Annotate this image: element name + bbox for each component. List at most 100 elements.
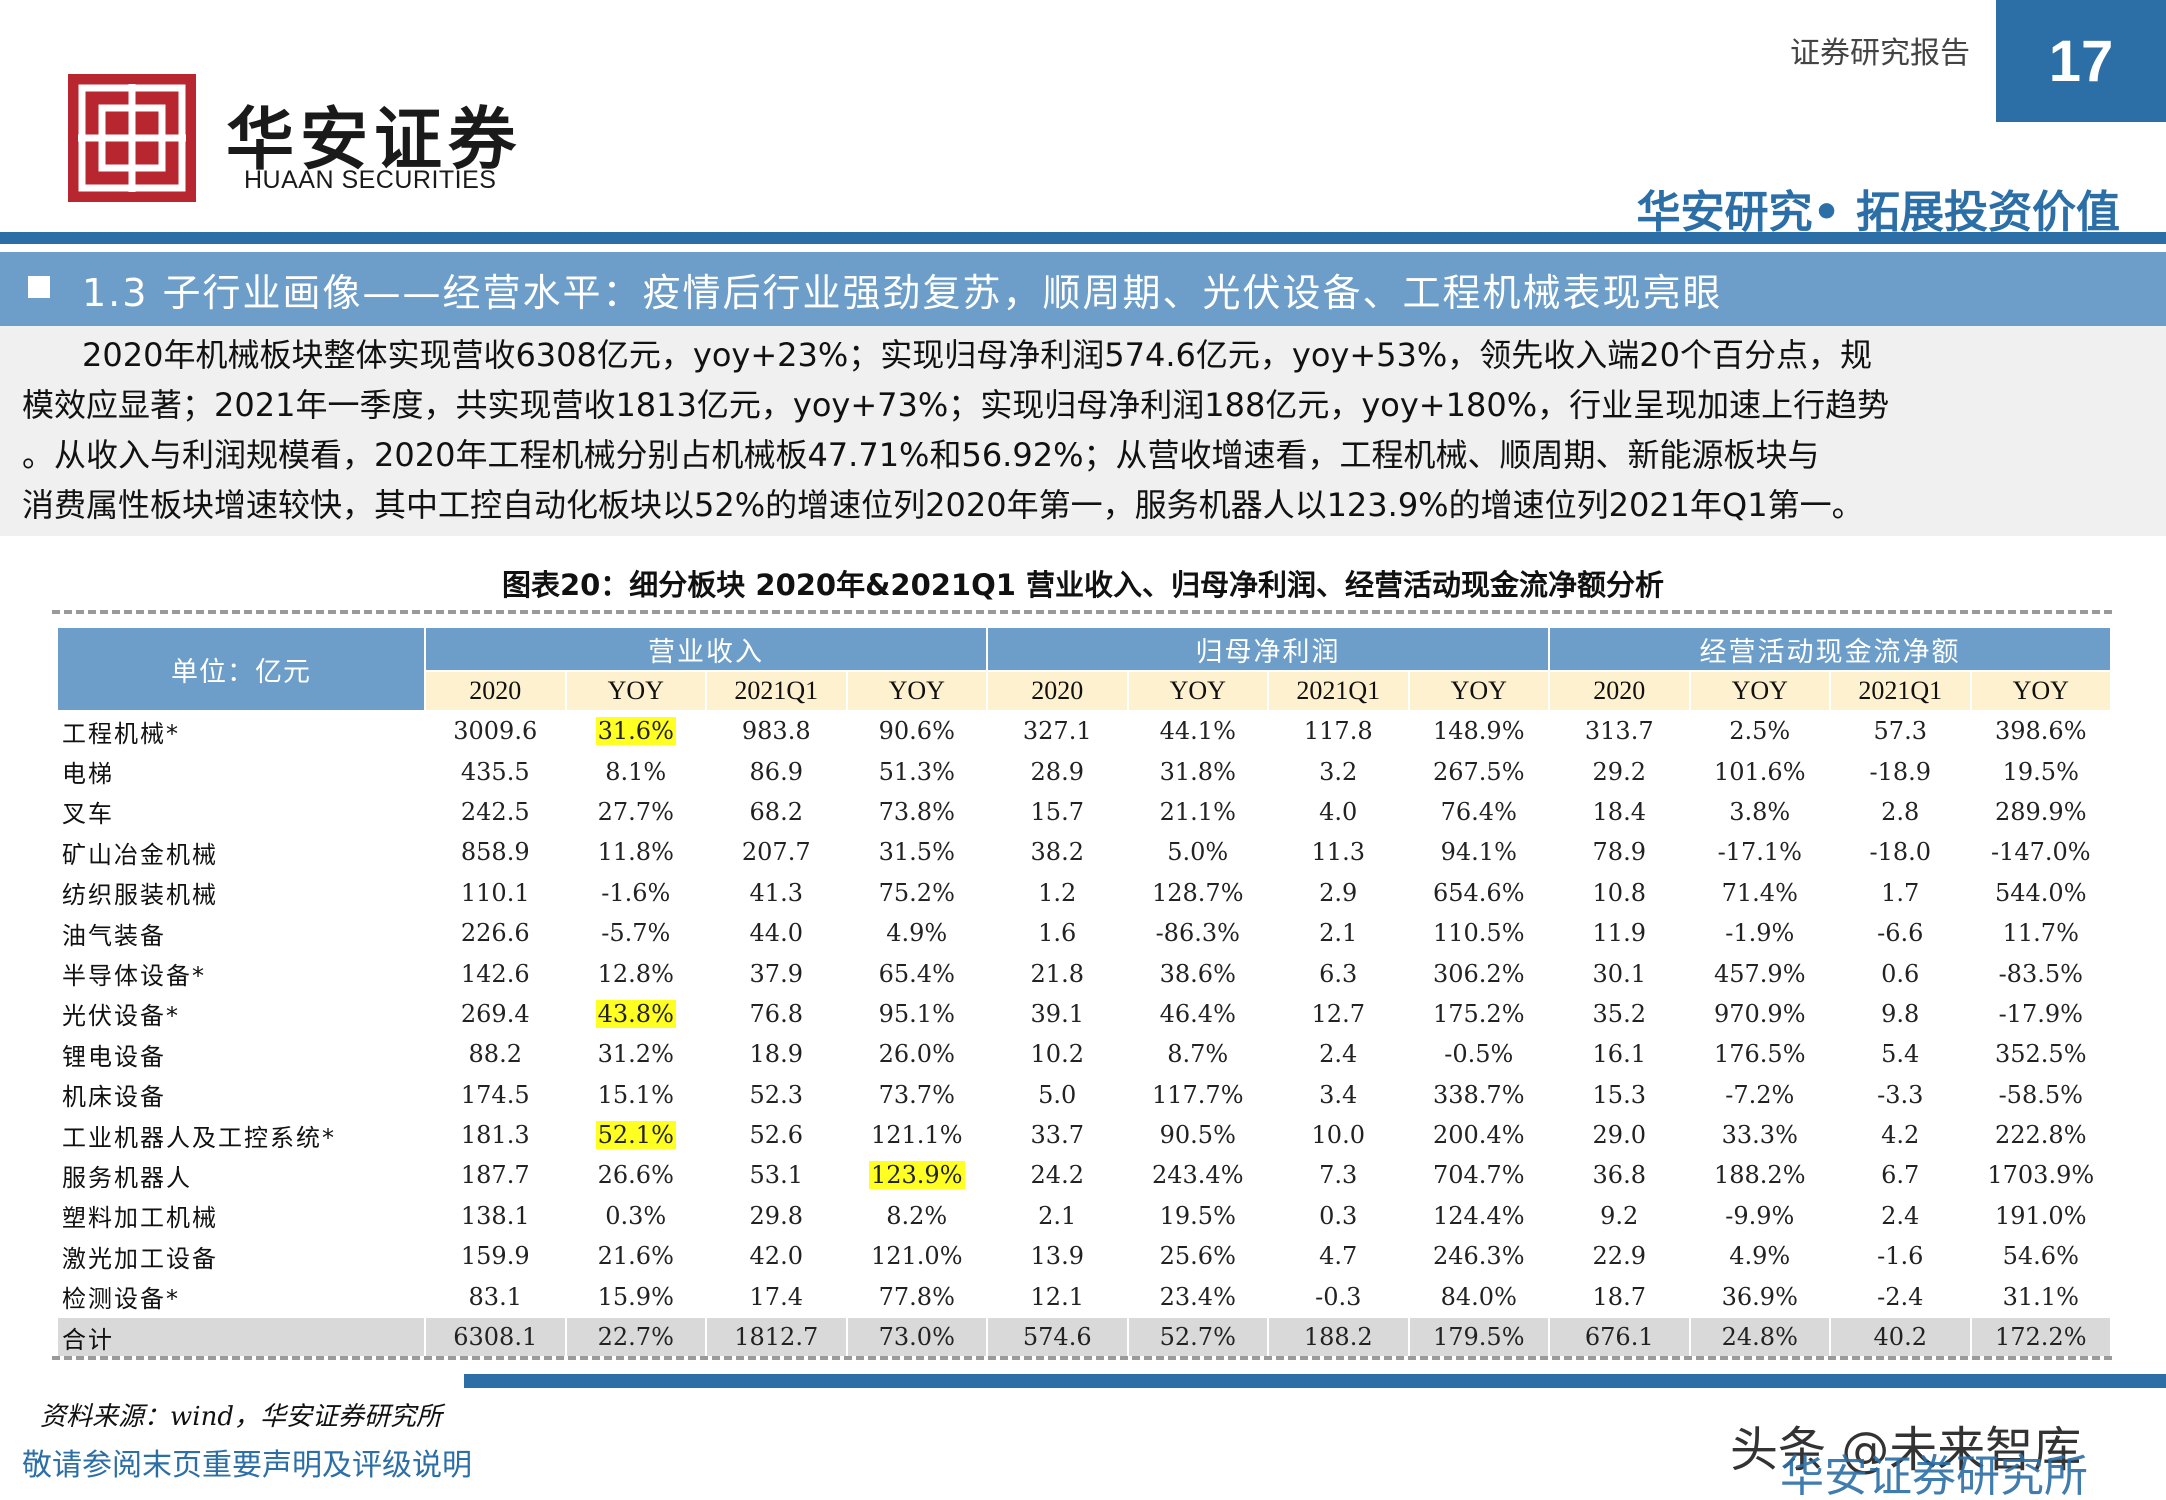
table-cell: 33.3% — [1688, 1113, 1831, 1157]
table-cell: 36.9% — [1688, 1275, 1831, 1318]
table-cell: 41.3 — [705, 871, 848, 914]
table-cell: 0.3% — [564, 1194, 707, 1238]
row-label: 光伏设备* — [56, 992, 426, 1036]
table-cell: -7.2% — [1688, 1073, 1831, 1116]
table-cell: 31.6% — [564, 709, 707, 753]
figure-title: 图表20：细分板块 2020年&2021Q1 营业收入、归母净利润、经营活动现金… — [501, 568, 1665, 602]
table-row: 机床设备 174.5 15.1% 52.3 73.7% 5.0 117.7% 3.4 338.7… — [56, 1073, 2112, 1116]
table-cell: 42.0 — [705, 1235, 848, 1278]
table-cell: 128.7% — [1126, 871, 1269, 914]
row-label: 油气装备 — [56, 911, 426, 955]
row-label: 半导体设备* — [56, 952, 426, 995]
row-label: 电梯 — [56, 750, 426, 793]
table-cell: 71.4% — [1688, 871, 1831, 914]
table-cell: 46.4% — [1126, 992, 1269, 1036]
row-label: 检测设备* — [56, 1275, 426, 1318]
table-cell: 10.2 — [986, 1033, 1129, 1076]
table-cell: 15.3 — [1548, 1073, 1691, 1116]
group-header-net-profit: 归母净利润 — [986, 626, 1550, 672]
dashed-divider — [52, 1356, 2112, 1360]
table-cell: 121.1% — [845, 1113, 988, 1157]
column-header: YOY — [564, 670, 707, 712]
table-cell: 9.8 — [1829, 992, 1972, 1036]
table-cell: 176.5% — [1688, 1033, 1831, 1076]
table-cell: 78.9 — [1548, 831, 1691, 874]
table-cell: 5.0% — [1126, 831, 1269, 874]
logo-text-en: HUAAN SECURITIES — [244, 166, 497, 194]
table-cell: 38.2 — [986, 831, 1129, 874]
table-cell: 179.5% — [1407, 1315, 1550, 1359]
table-cell: 11.9 — [1548, 911, 1691, 955]
table-cell: 29.0 — [1548, 1113, 1691, 1157]
page-number: 17 — [1996, 0, 2166, 122]
table-cell: 29.8 — [705, 1194, 848, 1238]
table-cell: 8.1% — [564, 750, 707, 793]
table-cell: 25.6% — [1126, 1235, 1269, 1278]
table-row: 检测设备* 83.1 15.9% 17.4 77.8% 12.1 23.4% -0.3 84.0… — [56, 1275, 2112, 1318]
table-cell: 2.1 — [1267, 911, 1410, 955]
table-cell: 30.1 — [1548, 952, 1691, 995]
table-cell: 21.6% — [564, 1235, 707, 1278]
table-cell: 28.9 — [986, 750, 1129, 793]
table-cell: 39.1 — [986, 992, 1129, 1036]
company-logo — [68, 74, 196, 202]
table-cell: 73.0% — [845, 1315, 988, 1359]
disclaimer-link[interactable]: 敬请参阅末页重要声明及评级说明 — [22, 1448, 472, 1483]
table-cell: 121.0% — [845, 1235, 988, 1278]
table-cell: 29.2 — [1548, 750, 1691, 793]
column-header: 2021Q1 — [1267, 670, 1410, 712]
table-cell: 313.7 — [1548, 709, 1691, 753]
table-cell: -1.6% — [564, 871, 707, 914]
table-cell: 33.7 — [986, 1113, 1129, 1157]
table-cell: 267.5% — [1407, 750, 1550, 793]
table-row: 光伏设备* 269.4 43.8% 76.8 95.1% 39.1 46.4% 12.7 175… — [56, 992, 2112, 1036]
table-cell: 101.6% — [1688, 750, 1831, 793]
table-cell: -18.0 — [1829, 831, 1972, 874]
table-cell: 11.7% — [1969, 911, 2112, 955]
table-row: 油气装备 226.6 -5.7% 44.0 4.9% 1.6 -86.3% 2.1 110.5%… — [56, 911, 2112, 955]
table-cell: 0.6 — [1829, 952, 1972, 995]
table-cell: -0.3 — [1267, 1275, 1410, 1318]
header-divider — [0, 232, 2166, 244]
report-type-label: 证券研究报告 — [1790, 36, 1970, 71]
table-cell: 15.1% — [564, 1073, 707, 1116]
table-cell: -58.5% — [1969, 1073, 2112, 1116]
table-cell: 19.5% — [1126, 1194, 1269, 1238]
table-cell: 18.4 — [1548, 790, 1691, 834]
column-header: YOY — [1969, 670, 2112, 712]
table-cell: 44.0 — [705, 911, 848, 955]
table-cell: 40.2 — [1829, 1315, 1972, 1359]
watermark-main: 头条 @未来智库 — [1730, 1422, 2082, 1478]
table-cell: 18.9 — [705, 1033, 848, 1076]
column-header: 2021Q1 — [705, 670, 848, 712]
table-cell: 269.4 — [424, 992, 567, 1036]
row-label: 锂电设备 — [56, 1033, 426, 1076]
table-row: 激光加工设备 159.9 21.6% 42.0 121.0% 13.9 25.6% 4.7 24… — [56, 1235, 2112, 1278]
square-bullet-icon — [28, 276, 50, 298]
table-cell: 26.0% — [845, 1033, 988, 1076]
unit-header: 单位：亿元 — [56, 626, 426, 712]
table-cell: 142.6 — [424, 952, 567, 995]
table-cell: 6308.1 — [424, 1315, 567, 1359]
table-cell: 21.8 — [986, 952, 1129, 995]
row-label: 合计 — [56, 1315, 426, 1359]
row-label: 激光加工设备 — [56, 1235, 426, 1278]
footer-divider — [464, 1374, 2166, 1388]
table-cell: 242.5 — [424, 790, 567, 834]
table-cell: 3.2 — [1267, 750, 1410, 793]
table-cell: 175.2% — [1407, 992, 1550, 1036]
table-cell: 4.2 — [1829, 1113, 1972, 1157]
table-row: 服务机器人 187.7 26.6% 53.1 123.9% 24.2 243.4% 7.3 70… — [56, 1154, 2112, 1197]
table-cell: 2.9 — [1267, 871, 1410, 914]
paragraph-line: 2020年机械板块整体实现营收6308亿元，yoy+23%；实现归母净利润574… — [18, 336, 1872, 374]
table-cell: -5.7% — [564, 911, 707, 955]
table-cell: 398.6% — [1969, 709, 2112, 753]
table-cell: 90.5% — [1126, 1113, 1269, 1157]
table-cell: -6.6 — [1829, 911, 1972, 955]
table-cell: 35.2 — [1548, 992, 1691, 1036]
table-cell: 53.1 — [705, 1154, 848, 1197]
table-row: 矿山冶金机械 858.9 11.8% 207.7 31.5% 38.2 5.0% 11.3 94… — [56, 831, 2112, 874]
table-cell: 12.8% — [564, 952, 707, 995]
table-cell: 26.6% — [564, 1154, 707, 1197]
table-cell: 1.2 — [986, 871, 1129, 914]
